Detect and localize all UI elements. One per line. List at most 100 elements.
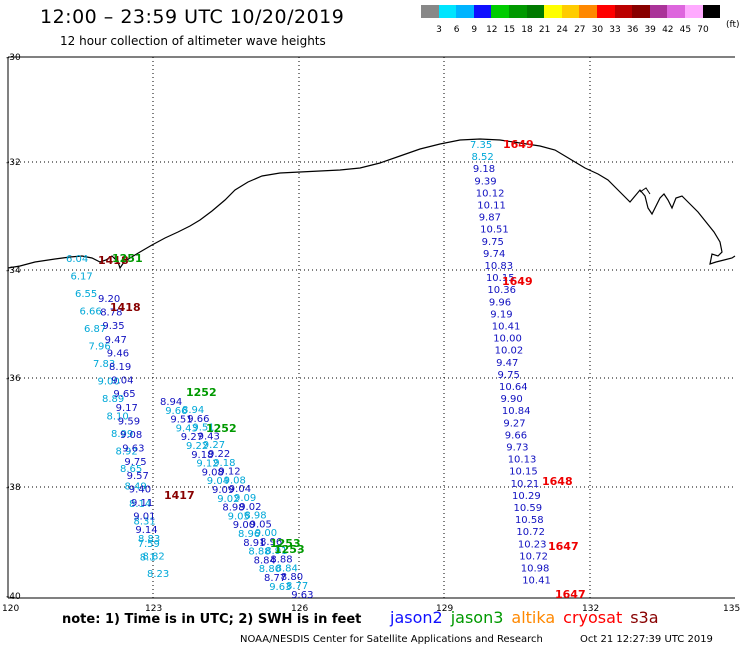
swh-value: 8.84: [276, 563, 298, 574]
lon-label: 135: [723, 604, 740, 614]
swh-value: 6.66: [80, 307, 102, 318]
lat-label: -40: [6, 592, 21, 602]
swh-value: 8.84: [254, 555, 276, 566]
swh-value: 9.87: [479, 213, 501, 224]
swh-value: 9.40: [129, 484, 151, 495]
swh-value: 9.12: [218, 467, 240, 478]
colorbar-swatch: [667, 5, 685, 18]
swh-value: 8.91: [265, 546, 287, 557]
swh-value: 9.08: [224, 475, 246, 486]
swh-value: 10.11: [477, 201, 506, 212]
pass-time-label: 1252: [186, 386, 217, 399]
coastline-island: [639, 187, 651, 195]
swh-value: 9.75: [498, 370, 520, 381]
generation-timestamp: Oct 21 12:27:39 UTC 2019: [580, 634, 713, 645]
swh-value: 7.83: [93, 359, 115, 370]
swh-value: 8.78: [100, 308, 122, 319]
lat-label: -34: [6, 266, 21, 276]
lat-label: -36: [6, 374, 21, 384]
swh-value: 8.98: [244, 511, 266, 522]
swh-value: 9.09: [234, 493, 256, 504]
swh-value: 9.96: [489, 297, 511, 308]
colorbar-label: 30: [591, 25, 604, 35]
swh-value: 9.47: [105, 335, 127, 346]
colorbar-label: 42: [662, 25, 674, 35]
lon-label: 129: [436, 604, 453, 614]
swh-value: 10.72: [519, 551, 548, 562]
colorbar-swatch: [526, 5, 545, 18]
swh-value: 9.27: [181, 432, 203, 443]
swh-value: 8.10: [107, 412, 129, 423]
coastline: [7, 138, 736, 270]
colorbar-label: 6: [453, 25, 460, 35]
colorbar-label: 33: [609, 25, 621, 35]
colorbar-label: 27: [574, 25, 586, 35]
swh-value: 9.00: [233, 520, 255, 531]
swh-value: 9.04: [229, 484, 251, 495]
swh-value: 9.47: [496, 358, 518, 369]
longitude-labels: 120 123 126 129 132 135: [2, 604, 740, 614]
lon-label: 132: [582, 604, 599, 614]
swh-value: 9.27: [203, 440, 225, 451]
swh-value: 9.04: [207, 476, 229, 487]
pass-time-label: 1648: [542, 475, 573, 488]
satellite-legend: jason2 jason3 altika cryosat s3a: [390, 608, 667, 627]
swh-value: 9.17: [116, 403, 138, 414]
swh-value: 10.00: [493, 334, 522, 345]
swh-value: 8.77: [286, 581, 308, 592]
colorbar-label: 36: [626, 25, 639, 35]
swh-value: 9.43: [198, 431, 220, 442]
satellite-legend-item: jason3: [450, 608, 504, 627]
swh-value: 9.05: [250, 519, 272, 530]
colorbar-label: 3: [436, 25, 442, 35]
swh-value: 9.66: [165, 406, 187, 417]
lat-label: -38: [6, 483, 21, 493]
swh-value: 9.18: [473, 164, 495, 175]
altimeter-tracks: 7.358.529.189.3910.1210.119.8710.519.759…: [66, 138, 586, 601]
swh-value: 9.74: [483, 249, 505, 260]
swh-value: 6.55: [75, 289, 97, 300]
satellite-legend-item: altika: [511, 608, 556, 627]
lat-label: -30: [6, 53, 21, 63]
swh-value: 9.63: [269, 582, 291, 593]
swh-value: 10.13: [508, 455, 537, 466]
swh-value: 8.31: [134, 517, 156, 528]
colorbar-swatch: [491, 5, 509, 18]
swh-value: 8.14: [129, 499, 151, 510]
swh-value: 9.14: [135, 525, 157, 536]
colorbar-swatch: [685, 5, 703, 18]
swh-value: 8.65: [120, 464, 142, 475]
swh-value: 10.12: [476, 188, 505, 199]
swh-value: 8.92: [116, 447, 138, 458]
swh-value: 10.15: [486, 273, 515, 284]
swh-value: 6.04: [66, 254, 88, 265]
colorbar-swatch: [509, 5, 527, 18]
swh-value: 9.63: [291, 590, 313, 601]
swh-value: 8.80: [281, 572, 303, 583]
pass-time-label: 1251: [112, 252, 143, 265]
swh-value: 9.66: [505, 430, 527, 441]
satellite-legend-item: cryosat: [563, 608, 623, 627]
swh-value: 8.94: [182, 405, 204, 416]
swh-value: 10.64: [499, 382, 528, 393]
swh-value: 10.98: [521, 564, 550, 575]
swh-value: 9.90: [500, 394, 522, 405]
swh-value: 8.82: [143, 552, 165, 563]
colorbar-label: 45: [679, 25, 692, 35]
swh-value: 8.88: [248, 547, 270, 558]
colorbar-swatch: [561, 5, 580, 18]
swh-value: 7.96: [89, 342, 111, 353]
colorbar-swatch: [579, 5, 597, 18]
pass-time-label: 1417: [164, 489, 195, 502]
swh-value: 10.41: [492, 322, 521, 333]
swh-value: 9.73: [506, 443, 528, 454]
credit-line: NOAA/NESDIS Center for Satellite Applica…: [240, 634, 543, 645]
swh-value: 9.39: [474, 176, 496, 187]
colorbar-swatch: [438, 5, 457, 18]
satellite-legend-item: jason2: [390, 608, 443, 627]
swh-value: 8.23: [147, 569, 169, 580]
pass-time-label: 1252: [206, 422, 237, 435]
swh-value: 9.08: [120, 430, 142, 441]
swh-value: 10.36: [487, 285, 516, 296]
